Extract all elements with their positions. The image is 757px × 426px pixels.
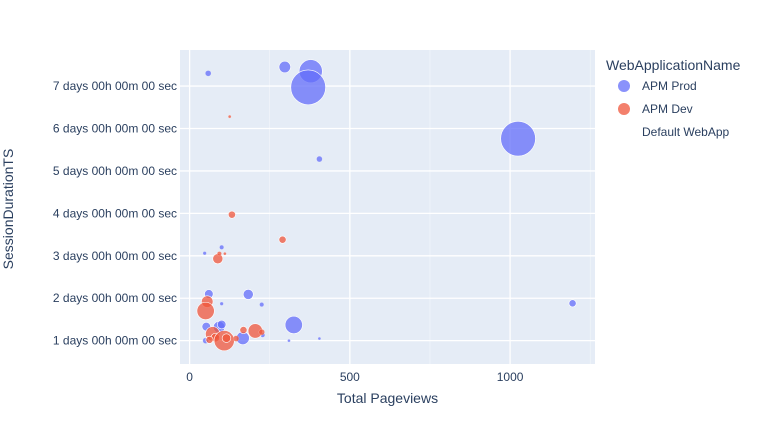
y-tick-label: 1 days 00h 00m 00 sec: [53, 334, 177, 348]
data-point[interactable]: [221, 333, 232, 343]
data-point[interactable]: [205, 70, 212, 77]
legend-marker: [618, 103, 630, 115]
data-point[interactable]: [316, 156, 323, 163]
legend-item[interactable]: APM Dev: [618, 102, 693, 116]
data-point[interactable]: [223, 252, 227, 256]
legend-item[interactable]: APM Prod: [618, 79, 697, 93]
data-point[interactable]: [202, 251, 207, 256]
data-point[interactable]: [219, 301, 224, 306]
y-tick-label: 2 days 00h 00m 00 sec: [53, 291, 177, 305]
data-point[interactable]: [196, 301, 215, 320]
y-tick-label: 7 days 00h 00m 00 sec: [53, 79, 177, 93]
x-axis-title: Total Pageviews: [337, 390, 438, 406]
y-tick-label: 4 days 00h 00m 00 sec: [53, 206, 177, 220]
y-tick-label: 3 days 00h 00m 00 sec: [53, 249, 177, 263]
data-point[interactable]: [284, 315, 303, 334]
legend-label: Default WebApp: [642, 125, 729, 139]
gridlines: [180, 50, 595, 364]
data-point[interactable]: [217, 251, 222, 256]
data-points: [196, 59, 577, 352]
data-point[interactable]: [242, 289, 254, 300]
x-tick-label: 0: [186, 370, 193, 384]
data-point[interactable]: [219, 245, 224, 250]
data-point[interactable]: [205, 335, 214, 344]
legend[interactable]: WebApplicationName APM Prod APM Dev Defaul…: [606, 57, 741, 139]
data-point[interactable]: [317, 336, 321, 341]
data-point[interactable]: [287, 339, 291, 343]
legend-item[interactable]: Default WebApp: [642, 125, 729, 139]
data-point[interactable]: [278, 235, 287, 244]
x-axis-ticks: 0 500 1000: [186, 370, 523, 384]
data-point[interactable]: [500, 120, 536, 157]
data-point[interactable]: [568, 299, 577, 308]
data-point[interactable]: [228, 115, 232, 119]
y-tick-label: 6 days 00h 00m 00 sec: [53, 122, 177, 136]
data-point[interactable]: [239, 326, 248, 334]
data-point[interactable]: [290, 69, 326, 106]
data-point[interactable]: [217, 319, 227, 330]
y-axis-ticks: 1 days 00h 00m 00 sec 2 days 00h 00m 00 s…: [53, 79, 177, 348]
legend-title: WebApplicationName: [606, 57, 741, 73]
legend-label: APM Prod: [642, 79, 697, 93]
y-axis-title: SessionDurationTS: [0, 149, 16, 270]
legend-marker: [618, 80, 630, 92]
data-point[interactable]: [258, 329, 265, 336]
data-point[interactable]: [278, 60, 291, 74]
data-point[interactable]: [227, 210, 236, 219]
data-point[interactable]: [259, 302, 264, 307]
data-point[interactable]: [233, 335, 240, 342]
legend-label: APM Dev: [642, 102, 693, 116]
y-tick-label: 5 days 00h 00m 00 sec: [53, 164, 177, 178]
plot-area: [180, 50, 595, 364]
x-tick-label: 500: [340, 370, 360, 384]
x-tick-label: 1000: [497, 370, 524, 384]
